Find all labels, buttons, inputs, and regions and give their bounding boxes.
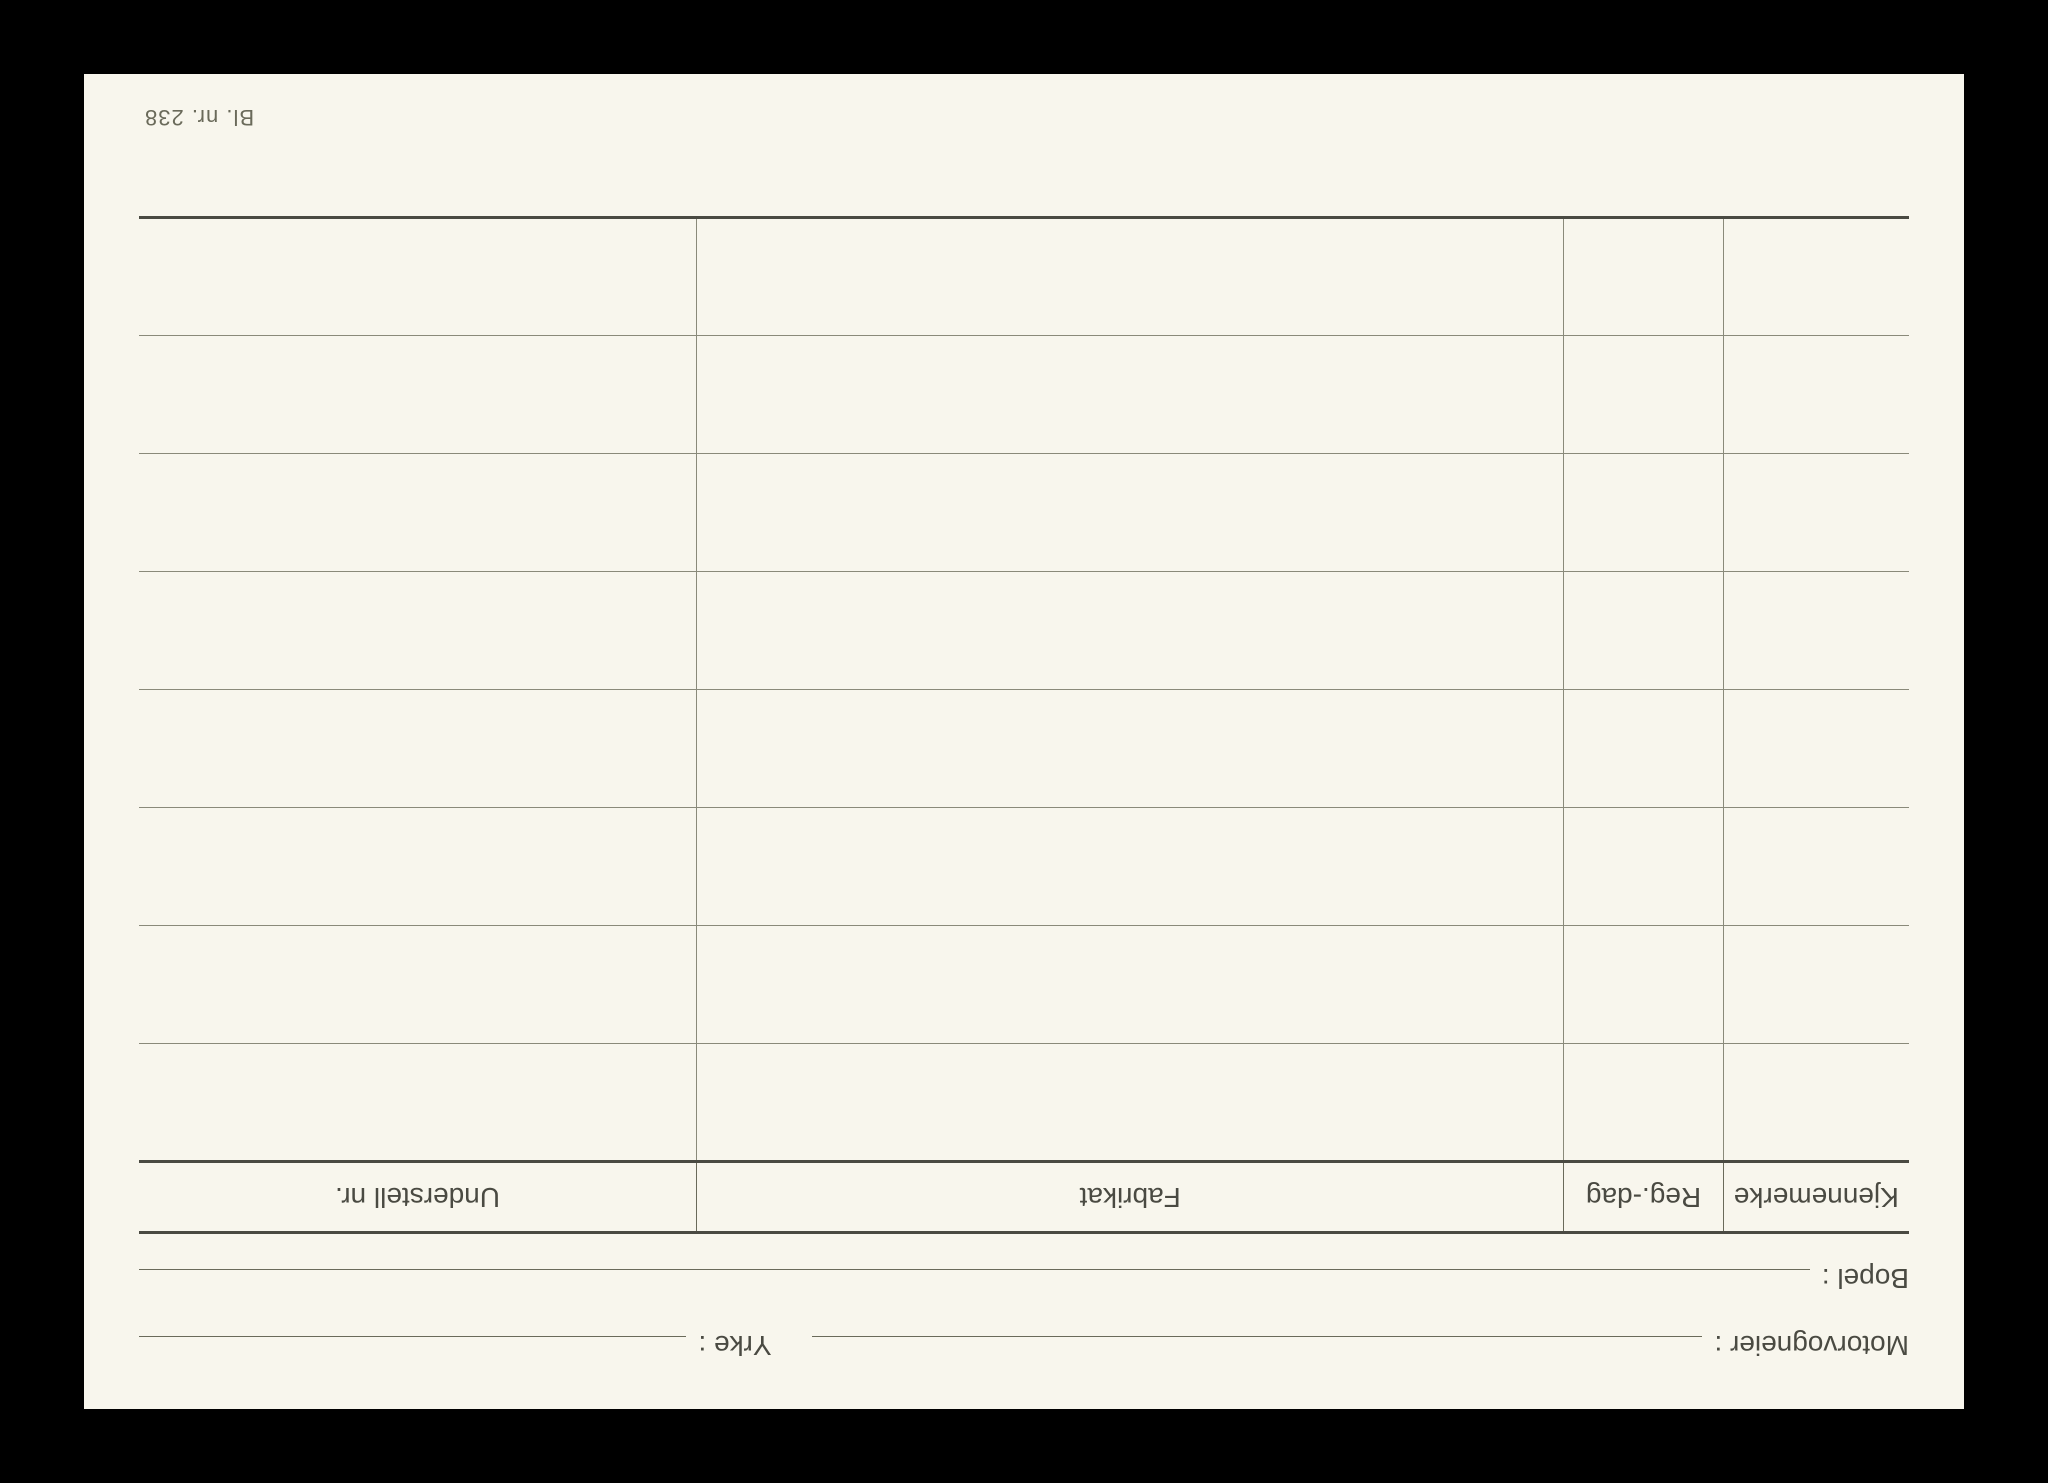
cell-fabrikat [697,926,1564,1044]
table-header-row: Kjennemerke Reg.-dag Fabrikat Understell… [139,1162,1909,1233]
col-header-regdag: Reg.-dag [1564,1162,1723,1233]
cell-kjennemerke [1723,572,1909,690]
header-row-2: Bopel : [139,1262,1909,1297]
cell-kjennemerke [1723,454,1909,572]
motorvogneier-input-line [812,1336,1703,1364]
table-row [139,690,1909,808]
cell-regdag [1564,336,1723,454]
table-row [139,1044,1909,1162]
col-header-fabrikat: Fabrikat [697,1162,1564,1233]
vehicle-table: Kjennemerke Reg.-dag Fabrikat Understell… [139,216,1909,1234]
cell-understell [139,454,697,572]
table-row [139,926,1909,1044]
motorvogneier-field-group: Motorvogneier : [812,1329,1909,1364]
table-body [139,218,1909,1162]
cell-fabrikat [697,336,1564,454]
cell-regdag [1564,1044,1723,1162]
cell-understell [139,1044,697,1162]
table-row [139,218,1909,336]
cell-fabrikat [697,454,1564,572]
bopel-input-line [139,1269,1810,1297]
cell-understell [139,572,697,690]
cell-kjennemerke [1723,218,1909,336]
cell-regdag [1564,926,1723,1044]
cell-understell [139,336,697,454]
header-row-1: Motorvogneier : Yrke : [139,1329,1909,1364]
cell-regdag [1564,690,1723,808]
cell-understell [139,808,697,926]
cell-kjennemerke [1723,690,1909,808]
cell-understell [139,690,697,808]
yrke-field-group: Yrke : [139,1329,772,1364]
cell-fabrikat [697,690,1564,808]
cell-fabrikat [697,218,1564,336]
cell-fabrikat [697,572,1564,690]
form-number: Bl. nr. 238 [144,104,254,130]
table-row [139,808,1909,926]
table-row [139,454,1909,572]
col-header-understell: Understell nr. [139,1162,697,1233]
cell-regdag [1564,572,1723,690]
cell-kjennemerke [1723,1044,1909,1162]
cell-regdag [1564,808,1723,926]
cell-regdag [1564,218,1723,336]
yrke-label: Yrke : [686,1329,771,1361]
registration-card: Motorvogneier : Yrke : Bopel : Kjennemer… [84,74,1964,1409]
col-header-kjennemerke: Kjennemerke [1723,1162,1909,1233]
cell-kjennemerke [1723,808,1909,926]
table-row [139,336,1909,454]
motorvogneier-label: Motorvogneier : [1702,1329,1909,1361]
cell-fabrikat [697,808,1564,926]
bopel-label: Bopel : [1810,1262,1909,1294]
vehicle-table-container: Kjennemerke Reg.-dag Fabrikat Understell… [139,216,1909,1234]
cell-understell [139,926,697,1044]
cell-regdag [1564,454,1723,572]
cell-kjennemerke [1723,926,1909,1044]
cell-fabrikat [697,1044,1564,1162]
cell-kjennemerke [1723,336,1909,454]
yrke-input-line [139,1336,686,1364]
cell-understell [139,218,697,336]
table-row [139,572,1909,690]
